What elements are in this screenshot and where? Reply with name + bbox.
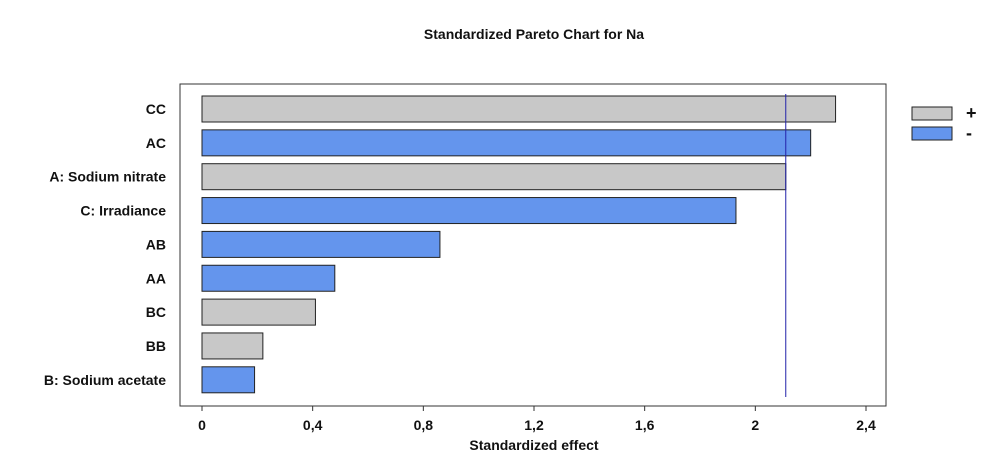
bar-b-sodium-acetate <box>201 366 256 394</box>
legend-label: - <box>966 123 972 143</box>
category-label: BC <box>146 304 166 320</box>
legend-label: + <box>966 103 977 123</box>
bar-bb <box>201 332 264 360</box>
category-label: BB <box>146 338 166 354</box>
x-tick-label: 2,4 <box>856 417 876 433</box>
category-label: CC <box>146 101 166 117</box>
category-label: AC <box>146 135 166 151</box>
category-label: AA <box>146 270 166 286</box>
bar-c-irradiance <box>201 197 737 225</box>
category-labels: CC AC A: Sodium nitrate C: Irradiance AB AA BC… <box>44 101 166 388</box>
legend-swatch <box>911 126 953 141</box>
legend-swatch <box>911 106 953 121</box>
bar-ac <box>201 129 812 157</box>
x-axis: 0 0,4 0,8 1,2 1,6 2 2,4 <box>198 406 876 433</box>
category-label: B: Sodium acetate <box>44 372 166 388</box>
category-label: C: Irradiance <box>80 203 166 219</box>
x-tick-label: 0,8 <box>414 417 434 433</box>
legend: +- <box>911 103 977 143</box>
bars-layer <box>201 94 837 397</box>
x-tick-label: 1,2 <box>524 417 544 433</box>
bar-cc <box>201 95 837 123</box>
x-tick-label: 0,4 <box>303 417 323 433</box>
bar-bc <box>201 298 316 326</box>
bar-a-sodium-nitrate <box>201 163 787 191</box>
x-tick-label: 2 <box>751 417 759 433</box>
category-label: AB <box>146 236 166 252</box>
x-tick-label: 1,6 <box>635 417 655 433</box>
bar-ab <box>201 230 441 258</box>
x-tick-label: 0 <box>198 417 206 433</box>
x-axis-title: Standardized effect <box>469 437 598 453</box>
bar-aa <box>201 264 336 292</box>
chart-title: Standardized Pareto Chart for Na <box>424 26 644 42</box>
plot-area-frame <box>179 83 887 407</box>
category-label: A: Sodium nitrate <box>49 169 166 185</box>
